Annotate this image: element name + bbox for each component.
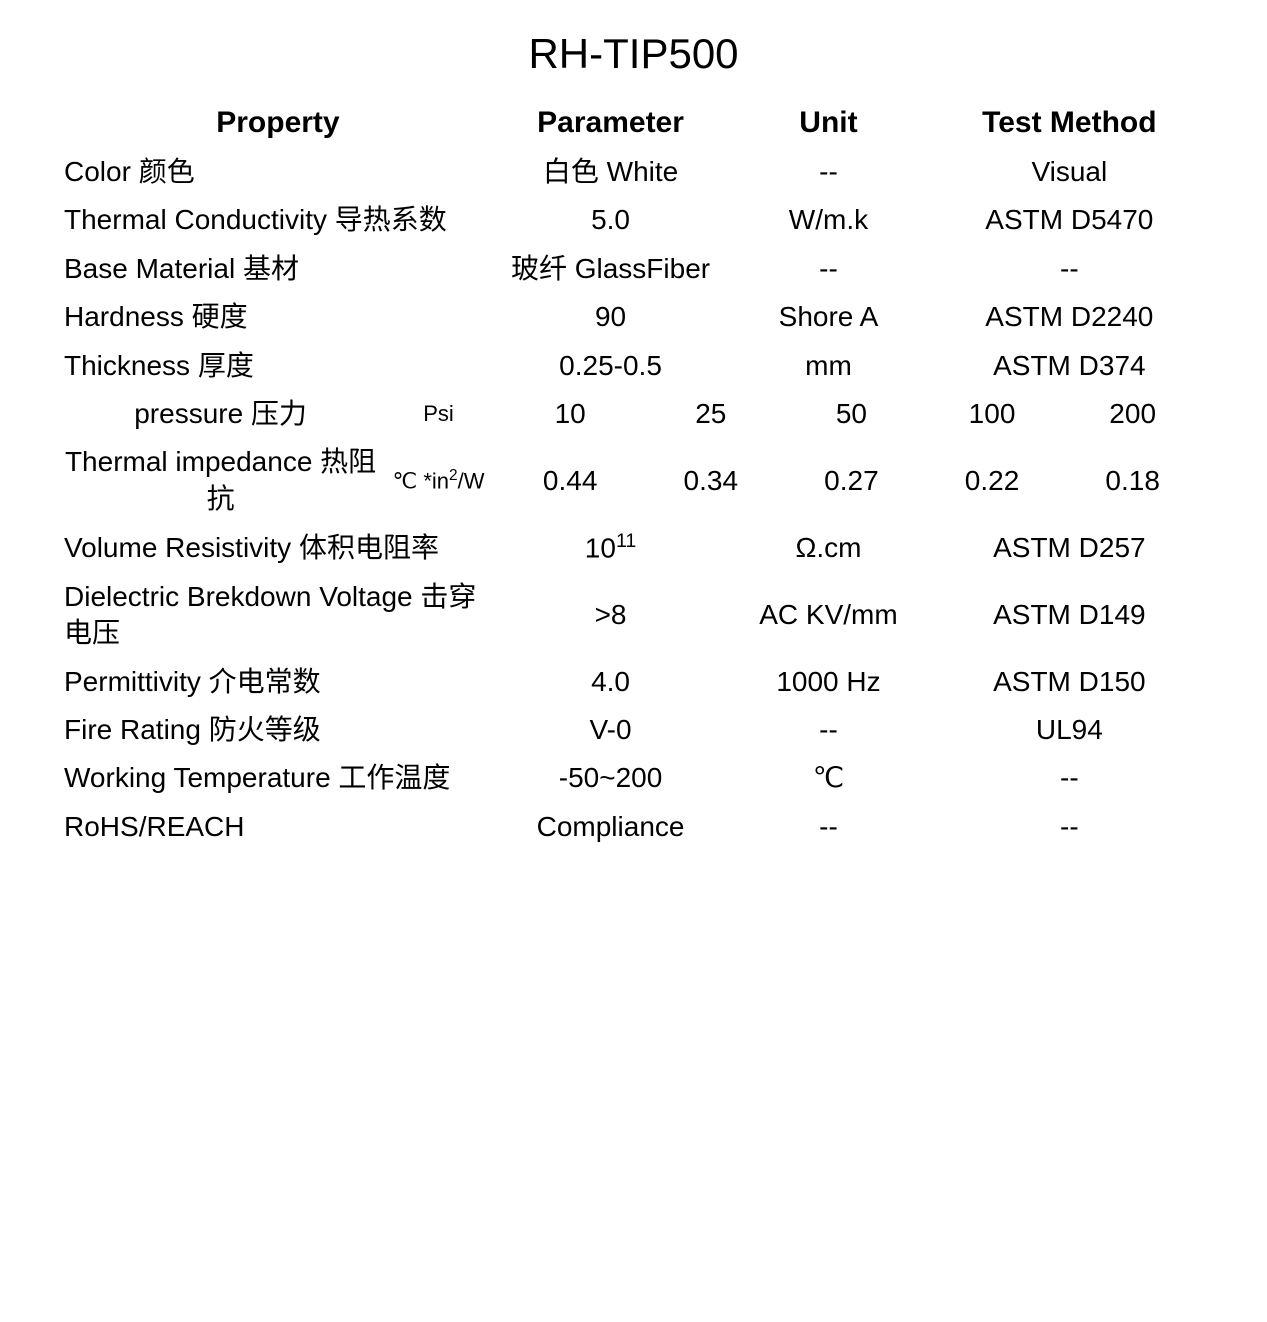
table-row-pressure: pressure 压力 Psi 10 25 50 100 200 (60, 390, 1207, 438)
pressure-v5: 200 (1062, 396, 1203, 432)
cell-method: ASTM D2240 (932, 293, 1207, 341)
cell-parameter: 白色 White (496, 148, 725, 196)
cell-unit: AC KV/mm (725, 573, 931, 658)
cell-unit: -- (725, 148, 931, 196)
cell-unit: 1000 Hz (725, 658, 931, 706)
cell-unit: Shore A (725, 293, 931, 341)
cell-parameter: 玻纤 GlassFiber (496, 245, 725, 293)
cell-unit: -- (725, 706, 931, 754)
table-row: Permittivity 介电常数 4.0 1000 Hz ASTM D150 (60, 658, 1207, 706)
header-parameter: Parameter (496, 98, 725, 148)
pressure-v2: 25 (640, 396, 781, 432)
cell-property: Fire Rating 防火等级 (60, 706, 496, 754)
header-method: Test Method (932, 98, 1207, 148)
cell-parameter: -50~200 (496, 754, 725, 802)
cell-method: -- (932, 245, 1207, 293)
table-row: Color 颜色 白色 White -- Visual (60, 148, 1207, 196)
cell-method: ASTM D150 (932, 658, 1207, 706)
spec-table: Property Parameter Unit Test Method Colo… (60, 98, 1207, 851)
cell-parameter: 1011 (496, 523, 725, 573)
cell-property: Hardness 硬度 (60, 293, 496, 341)
cell-values: 10 25 50 100 200 (496, 390, 1207, 438)
cell-unit: -- (725, 803, 931, 851)
impedance-v3: 0.27 (781, 463, 922, 499)
cell-property: RoHS/REACH (60, 803, 496, 851)
cell-parameter: V-0 (496, 706, 725, 754)
cell-method: ASTM D257 (932, 523, 1207, 573)
cell-unit: ℃ (725, 754, 931, 802)
impedance-v1: 0.44 (500, 463, 641, 499)
cell-parameter: 4.0 (496, 658, 725, 706)
cell-method: UL94 (932, 706, 1207, 754)
cell-property: Base Material 基材 (60, 245, 496, 293)
cell-method: ASTM D5470 (932, 196, 1207, 244)
table-row: Fire Rating 防火等级 V-0 -- UL94 (60, 706, 1207, 754)
table-row: Thermal Conductivity 导热系数 5.0 W/m.k ASTM… (60, 196, 1207, 244)
table-row: Volume Resistivity 体积电阻率 1011 Ω.cm ASTM … (60, 523, 1207, 573)
cell-property: pressure 压力 (60, 390, 381, 438)
cell-unit: mm (725, 342, 931, 390)
table-row: RoHS/REACH Compliance -- -- (60, 803, 1207, 851)
cell-method: ASTM D149 (932, 573, 1207, 658)
table-header-row: Property Parameter Unit Test Method (60, 98, 1207, 148)
cell-property: Thermal impedance 热阻抗 (60, 438, 381, 523)
pressure-v4: 100 (922, 396, 1063, 432)
header-unit: Unit (725, 98, 931, 148)
page-title: RH-TIP500 (60, 30, 1207, 78)
table-row: Dielectric Brekdown Voltage 击穿电压 >8 AC K… (60, 573, 1207, 658)
cell-unit: -- (725, 245, 931, 293)
cell-parameter: 0.25-0.5 (496, 342, 725, 390)
cell-method: ASTM D374 (932, 342, 1207, 390)
cell-parameter: Compliance (496, 803, 725, 851)
cell-property: Volume Resistivity 体积电阻率 (60, 523, 496, 573)
table-row: Base Material 基材 玻纤 GlassFiber -- -- (60, 245, 1207, 293)
cell-parameter: 90 (496, 293, 725, 341)
cell-unit: W/m.k (725, 196, 931, 244)
table-row: Working Temperature 工作温度 -50~200 ℃ -- (60, 754, 1207, 802)
cell-property: Thermal Conductivity 导热系数 (60, 196, 496, 244)
cell-values: 0.44 0.34 0.27 0.22 0.18 (496, 438, 1207, 523)
cell-method: -- (932, 754, 1207, 802)
cell-method: Visual (932, 148, 1207, 196)
cell-parameter: >8 (496, 573, 725, 658)
cell-property: Working Temperature 工作温度 (60, 754, 496, 802)
cell-property: Thickness 厚度 (60, 342, 496, 390)
impedance-v2: 0.34 (640, 463, 781, 499)
cell-unit: Ω.cm (725, 523, 931, 573)
table-row-impedance: Thermal impedance 热阻抗 ℃ *in2/W 0.44 0.34… (60, 438, 1207, 523)
cell-property: Dielectric Brekdown Voltage 击穿电压 (60, 573, 496, 658)
cell-method: -- (932, 803, 1207, 851)
cell-subunit: ℃ *in2/W (381, 438, 496, 523)
table-row: Hardness 硬度 90 Shore A ASTM D2240 (60, 293, 1207, 341)
cell-subunit: Psi (381, 390, 496, 438)
cell-parameter: 5.0 (496, 196, 725, 244)
pressure-v1: 10 (500, 396, 641, 432)
header-property: Property (60, 98, 496, 148)
table-row: Thickness 厚度 0.25-0.5 mm ASTM D374 (60, 342, 1207, 390)
pressure-v3: 50 (781, 396, 922, 432)
impedance-v4: 0.22 (922, 463, 1063, 499)
cell-property: Color 颜色 (60, 148, 496, 196)
impedance-v5: 0.18 (1062, 463, 1203, 499)
cell-property: Permittivity 介电常数 (60, 658, 496, 706)
